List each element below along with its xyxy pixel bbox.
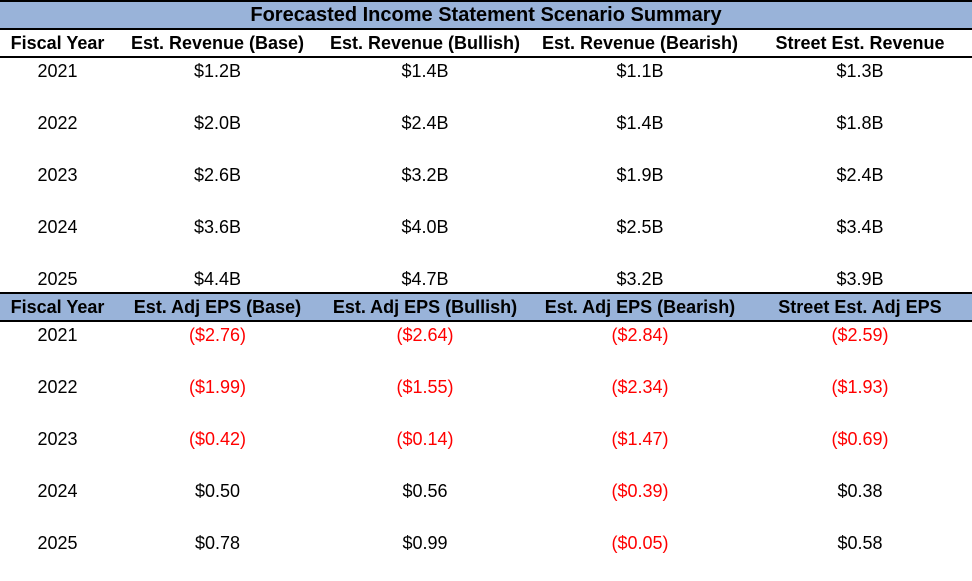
cell-eps-base: $0.50 [115,481,320,502]
cell-fiscal-year: 2025 [0,269,115,290]
cell-fiscal-year: 2022 [0,113,115,134]
cell-eps-street: $0.38 [750,481,970,502]
spacer-row [0,504,972,530]
cell-eps-bull: ($1.55) [320,377,530,398]
cell-revenue-base: $4.4B [115,269,320,290]
cell-eps-bear: ($2.84) [530,325,750,346]
spacer-row [0,136,972,162]
cell-eps-bear: ($1.47) [530,429,750,450]
eps-row: 2024$0.50$0.56($0.39)$0.38 [0,478,972,504]
cell-revenue-street: $1.8B [750,113,970,134]
cell-eps-street: ($2.59) [750,325,970,346]
cell-revenue-base: $2.0B [115,113,320,134]
eps-row: 2022($1.99)($1.55)($2.34)($1.93) [0,374,972,400]
col-header-revenue-base: Est. Revenue (Base) [115,33,320,54]
spacer-row [0,240,972,266]
cell-revenue-bull: $2.4B [320,113,530,134]
col-header-revenue-bear: Est. Revenue (Bearish) [530,33,750,54]
cell-eps-base: ($1.99) [115,377,320,398]
cell-revenue-bear: $1.4B [530,113,750,134]
col-header-fiscal-year: Fiscal Year [0,33,115,54]
cell-eps-bull: $0.99 [320,533,530,554]
cell-revenue-base: $3.6B [115,217,320,238]
cell-fiscal-year: 2022 [0,377,115,398]
col-header-eps-base: Est. Adj EPS (Base) [115,297,320,318]
eps-table-body: 2021($2.76)($2.64)($2.84)($2.59)2022($1.… [0,322,972,556]
cell-eps-bear: ($2.34) [530,377,750,398]
col-header-eps-street: Street Est. Adj EPS [750,297,970,318]
revenue-row: 2023$2.6B$3.2B$1.9B$2.4B [0,162,972,188]
eps-row: 2023($0.42)($0.14)($1.47)($0.69) [0,426,972,452]
eps-row: 2025$0.78$0.99($0.05)$0.58 [0,530,972,556]
cell-eps-bear: ($0.05) [530,533,750,554]
cell-eps-bear: ($0.39) [530,481,750,502]
cell-eps-bull: ($0.14) [320,429,530,450]
cell-revenue-street: $3.4B [750,217,970,238]
col-header-revenue-street: Street Est. Revenue [750,33,970,54]
spacer-row [0,84,972,110]
spacer-row [0,348,972,374]
cell-eps-street: $0.58 [750,533,970,554]
cell-revenue-bull: $3.2B [320,165,530,186]
cell-fiscal-year: 2021 [0,61,115,82]
eps-header-row: Fiscal Year Est. Adj EPS (Base) Est. Adj… [0,292,972,322]
col-header-fiscal-year-eps: Fiscal Year [0,297,115,318]
spacer-row [0,188,972,214]
cell-fiscal-year: 2023 [0,165,115,186]
cell-revenue-bull: $4.0B [320,217,530,238]
cell-eps-street: ($0.69) [750,429,970,450]
cell-eps-base: ($0.42) [115,429,320,450]
cell-eps-base: ($2.76) [115,325,320,346]
cell-eps-street: ($1.93) [750,377,970,398]
revenue-row: 2025$4.4B$4.7B$3.2B$3.9B [0,266,972,292]
cell-revenue-bear: $3.2B [530,269,750,290]
cell-revenue-street: $1.3B [750,61,970,82]
cell-revenue-base: $2.6B [115,165,320,186]
cell-fiscal-year: 2023 [0,429,115,450]
col-header-eps-bull: Est. Adj EPS (Bullish) [320,297,530,318]
spacer-row [0,452,972,478]
eps-row: 2021($2.76)($2.64)($2.84)($2.59) [0,322,972,348]
cell-eps-bull: ($2.64) [320,325,530,346]
cell-fiscal-year: 2025 [0,533,115,554]
revenue-row: 2021$1.2B$1.4B$1.1B$1.3B [0,58,972,84]
cell-revenue-bull: $4.7B [320,269,530,290]
col-header-eps-bear: Est. Adj EPS (Bearish) [530,297,750,318]
revenue-row: 2024$3.6B$4.0B$2.5B$3.4B [0,214,972,240]
cell-fiscal-year: 2021 [0,325,115,346]
cell-revenue-street: $3.9B [750,269,970,290]
col-header-revenue-bull: Est. Revenue (Bullish) [320,33,530,54]
forecast-scenario-summary: Forecasted Income Statement Scenario Sum… [0,0,972,556]
revenue-row: 2022$2.0B$2.4B$1.4B$1.8B [0,110,972,136]
cell-eps-base: $0.78 [115,533,320,554]
cell-revenue-bear: $1.9B [530,165,750,186]
cell-fiscal-year: 2024 [0,217,115,238]
cell-revenue-bear: $1.1B [530,61,750,82]
revenue-header-row: Fiscal Year Est. Revenue (Base) Est. Rev… [0,28,972,58]
cell-fiscal-year: 2024 [0,481,115,502]
cell-revenue-base: $1.2B [115,61,320,82]
cell-eps-bull: $0.56 [320,481,530,502]
cell-revenue-bull: $1.4B [320,61,530,82]
revenue-table-body: 2021$1.2B$1.4B$1.1B$1.3B2022$2.0B$2.4B$1… [0,58,972,292]
cell-revenue-street: $2.4B [750,165,970,186]
spacer-row [0,400,972,426]
cell-revenue-bear: $2.5B [530,217,750,238]
table-title: Forecasted Income Statement Scenario Sum… [0,0,972,28]
